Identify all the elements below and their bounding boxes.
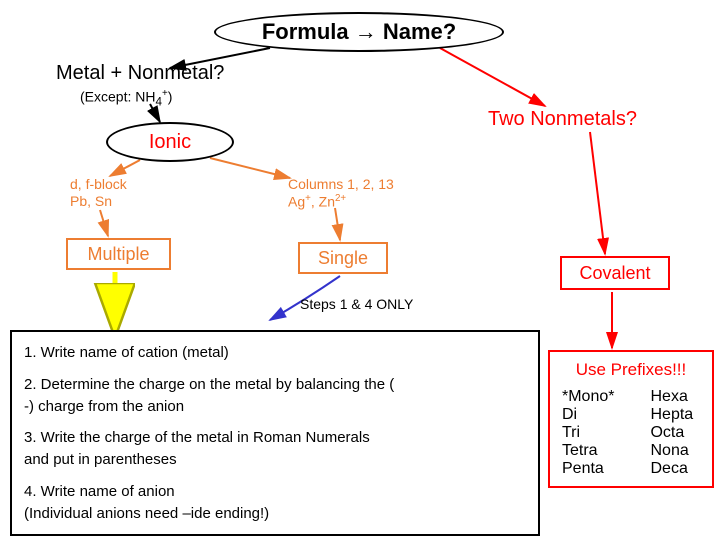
steps-box: 1. Write name of cation (metal) 2. Deter… xyxy=(10,330,540,536)
prefix-box: Use Prefixes!!! *Mono* Di Tri Tetra Pent… xyxy=(548,350,714,488)
step-1: 1. Write name of cation (metal) xyxy=(24,342,526,364)
single-label: Single xyxy=(318,248,368,269)
two-nonmetals-text: Two Nonmetals? xyxy=(488,108,637,130)
step-4a: 4. Write name of anion xyxy=(24,481,526,503)
prefix-nona: Nona xyxy=(650,442,693,460)
prefix-title: Use Prefixes!!! xyxy=(562,360,700,380)
ionic-label: Ionic xyxy=(149,131,191,154)
multiple-box: Multiple xyxy=(66,238,171,270)
metal-nonmetal-text: Metal + Nonmetal? xyxy=(56,62,224,84)
prefix-penta: Penta xyxy=(562,460,614,478)
except-nh4: (Except: NH4+) xyxy=(80,88,172,108)
step-4b: (Individual anions need –ide ending!) xyxy=(24,503,526,525)
step-3b: and put in parentheses xyxy=(24,449,526,471)
step-2a: 2. Determine the charge on the metal by … xyxy=(24,374,526,396)
step-3: 3. Write the charge of the metal in Roma… xyxy=(24,427,526,471)
prefix-deca: Deca xyxy=(650,460,693,478)
covalent-label: Covalent xyxy=(579,263,650,284)
multiple-label: Multiple xyxy=(87,244,149,265)
prefix-hexa: Hexa xyxy=(650,388,693,406)
step-2b: -) charge from the anion xyxy=(24,396,526,418)
df-block-line1: d, f-block xyxy=(70,176,127,193)
columns-line1: Columns 1, 2, 13 xyxy=(288,176,394,193)
columns-line2: Ag+, Zn2+ xyxy=(288,193,394,210)
steps14-label: Steps 1 & 4 ONLY xyxy=(300,296,413,312)
ionic-ellipse: Ionic xyxy=(106,122,234,162)
df-block-text: d, f-block Pb, Sn xyxy=(70,176,127,210)
metal-nonmetal-question: Metal + Nonmetal? xyxy=(56,62,224,85)
prefix-col-right: Hexa Hepta Octa Nona Deca xyxy=(650,388,693,478)
title-text: Formula → Name? xyxy=(262,19,456,45)
single-box: Single xyxy=(298,242,388,274)
prefix-tetra: Tetra xyxy=(562,442,614,460)
prefix-octa: Octa xyxy=(650,424,693,442)
prefix-hepta: Hepta xyxy=(650,406,693,424)
covalent-box: Covalent xyxy=(560,256,670,290)
except-a: (Except: NH xyxy=(80,89,155,105)
cols-ag: Ag xyxy=(288,193,305,209)
except-d: ) xyxy=(168,89,173,105)
steps14-text: Steps 1 & 4 ONLY xyxy=(300,296,413,312)
title-ellipse: Formula → Name? xyxy=(214,12,504,52)
two-nonmetals-question: Two Nonmetals? xyxy=(488,108,637,131)
step-2: 2. Determine the charge on the metal by … xyxy=(24,374,526,418)
prefix-mono: *Mono* xyxy=(562,388,614,406)
prefix-columns: *Mono* Di Tri Tetra Penta Hexa Hepta Oct… xyxy=(562,388,700,478)
columns-text: Columns 1, 2, 13 Ag+, Zn2+ xyxy=(288,176,394,210)
prefix-tri: Tri xyxy=(562,424,614,442)
cols-zn: , Zn xyxy=(311,193,335,209)
step-4: 4. Write name of anion (Individual anion… xyxy=(24,481,526,525)
prefix-col-left: *Mono* Di Tri Tetra Penta xyxy=(562,388,614,478)
cols-zn-sup: 2+ xyxy=(335,193,346,204)
step-3a: 3. Write the charge of the metal in Roma… xyxy=(24,427,526,449)
df-block-line2: Pb, Sn xyxy=(70,193,127,210)
prefix-di: Di xyxy=(562,406,614,424)
